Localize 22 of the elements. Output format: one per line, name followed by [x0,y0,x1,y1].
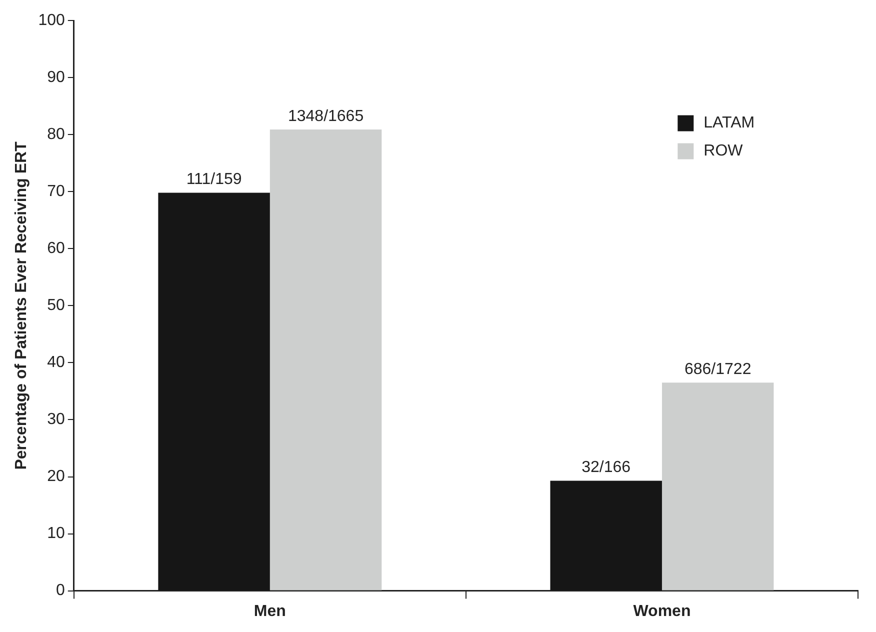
y-tick-label: 10 [47,525,65,542]
y-tick-label: 90 [47,69,65,86]
data-label: 1348/1665 [288,108,364,125]
x-tick-label: Women [633,602,691,620]
y-tick-label: 30 [47,411,65,428]
bar [270,130,382,590]
legend-label: LATAM [704,114,755,132]
y-tick-label: 0 [56,582,65,600]
y-tick-label: 100 [38,12,65,30]
y-tick-label: 60 [47,240,65,258]
y-tick-label: 20 [47,468,65,486]
data-label: 111/159 [186,171,242,188]
data-label: 32/166 [582,459,631,476]
y-tick-label: 40 [47,354,65,372]
y-tick-label: 50 [47,297,65,314]
bar [662,382,774,590]
x-tick-label: Men [254,602,286,620]
y-tick-label: 70 [47,183,65,200]
legend-label: ROW [704,142,744,160]
y-axis-title: Percentage of Patients Ever Receiving ERT [13,141,30,470]
y-tick-label: 80 [47,126,65,144]
data-label: 686/1722 [684,361,752,378]
